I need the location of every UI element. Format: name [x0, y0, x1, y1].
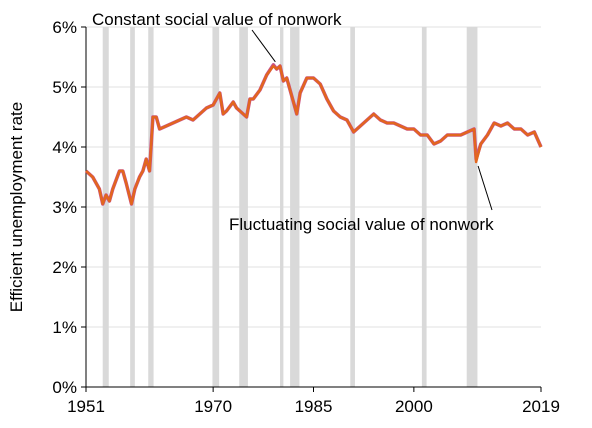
y-tick-label: 1% — [52, 318, 77, 337]
annotation-arrow — [477, 165, 493, 211]
recession-band — [212, 27, 220, 387]
x-tick-label: 1951 — [67, 397, 105, 416]
y-tick-label: 3% — [52, 198, 77, 217]
y-axis-label: Efficient unemployment rate — [7, 102, 26, 312]
recession-band — [350, 27, 355, 387]
recession-band — [148, 27, 154, 387]
x-tick-label: 2000 — [395, 397, 433, 416]
y-tick-label: 6% — [52, 18, 77, 37]
recession-band — [290, 27, 300, 387]
y-tick-label: 5% — [52, 78, 77, 97]
x-tick-label: 2019 — [522, 397, 560, 416]
x-tick-label: 1985 — [295, 397, 333, 416]
recession-band — [466, 27, 478, 387]
y-tick-label: 4% — [52, 138, 77, 157]
annotation-arrow — [251, 29, 276, 63]
recession-band — [130, 27, 135, 387]
x-tick-label: 1970 — [194, 397, 232, 416]
recession-band — [102, 27, 109, 387]
recession-band — [239, 27, 248, 387]
recession-band — [280, 27, 284, 387]
annotation: Constant social value of nonwork — [92, 10, 342, 29]
y-tick-label: 2% — [52, 258, 77, 277]
recession-band — [421, 27, 427, 387]
y-tick-label: 0% — [52, 378, 77, 397]
annotation: Fluctuating social value of nonwork — [229, 215, 494, 234]
series-line — [85, 64, 543, 206]
